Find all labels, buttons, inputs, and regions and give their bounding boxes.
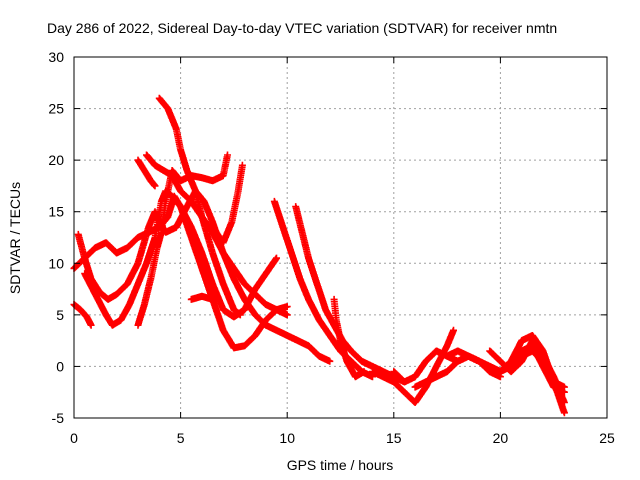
- x-axis-title: GPS time / hours: [287, 457, 394, 473]
- x-tick-label: 0: [70, 430, 78, 446]
- grid: [74, 57, 607, 418]
- series-marker-trail: [74, 187, 244, 319]
- plot-data: [70, 94, 568, 417]
- y-tick-label: 5: [56, 307, 64, 323]
- series-marker-trail: [134, 156, 159, 190]
- series-track-9: [187, 292, 217, 303]
- y-tick-label: 0: [56, 358, 64, 374]
- series-marker-trail: [330, 295, 368, 381]
- x-tick-label: 10: [279, 430, 295, 446]
- series-track-13: [330, 295, 368, 381]
- series-track-6: [134, 156, 159, 190]
- series-marker-trail: [187, 292, 217, 303]
- series-marker-trail: [507, 342, 568, 396]
- series-track-10: [209, 161, 246, 247]
- x-tick-label: 15: [386, 430, 402, 446]
- series-marker-trail: [209, 161, 246, 247]
- y-tick-label: -5: [52, 410, 65, 426]
- series-track-19: [507, 342, 568, 396]
- plot-frame: [73, 56, 608, 419]
- y-tick-label: 25: [48, 101, 64, 117]
- x-tick-label: 5: [177, 430, 185, 446]
- y-tick-label: 10: [48, 255, 64, 271]
- x-tick-label: 20: [493, 430, 509, 446]
- y-tick-label: 15: [48, 204, 64, 220]
- y-tick-label: 20: [48, 152, 64, 168]
- y-tick-label: 30: [48, 49, 64, 65]
- series-track-2: [74, 187, 244, 319]
- chart-title: Day 286 of 2022, Sidereal Day-to-day VTE…: [47, 20, 557, 36]
- axis-ticks: 0 5 10 15 20 25 -5 0 5 10 15 20 25 30: [48, 49, 615, 446]
- y-axis-title: SDTVAR / TECUs: [7, 182, 23, 294]
- x-tick-label: 25: [599, 430, 615, 446]
